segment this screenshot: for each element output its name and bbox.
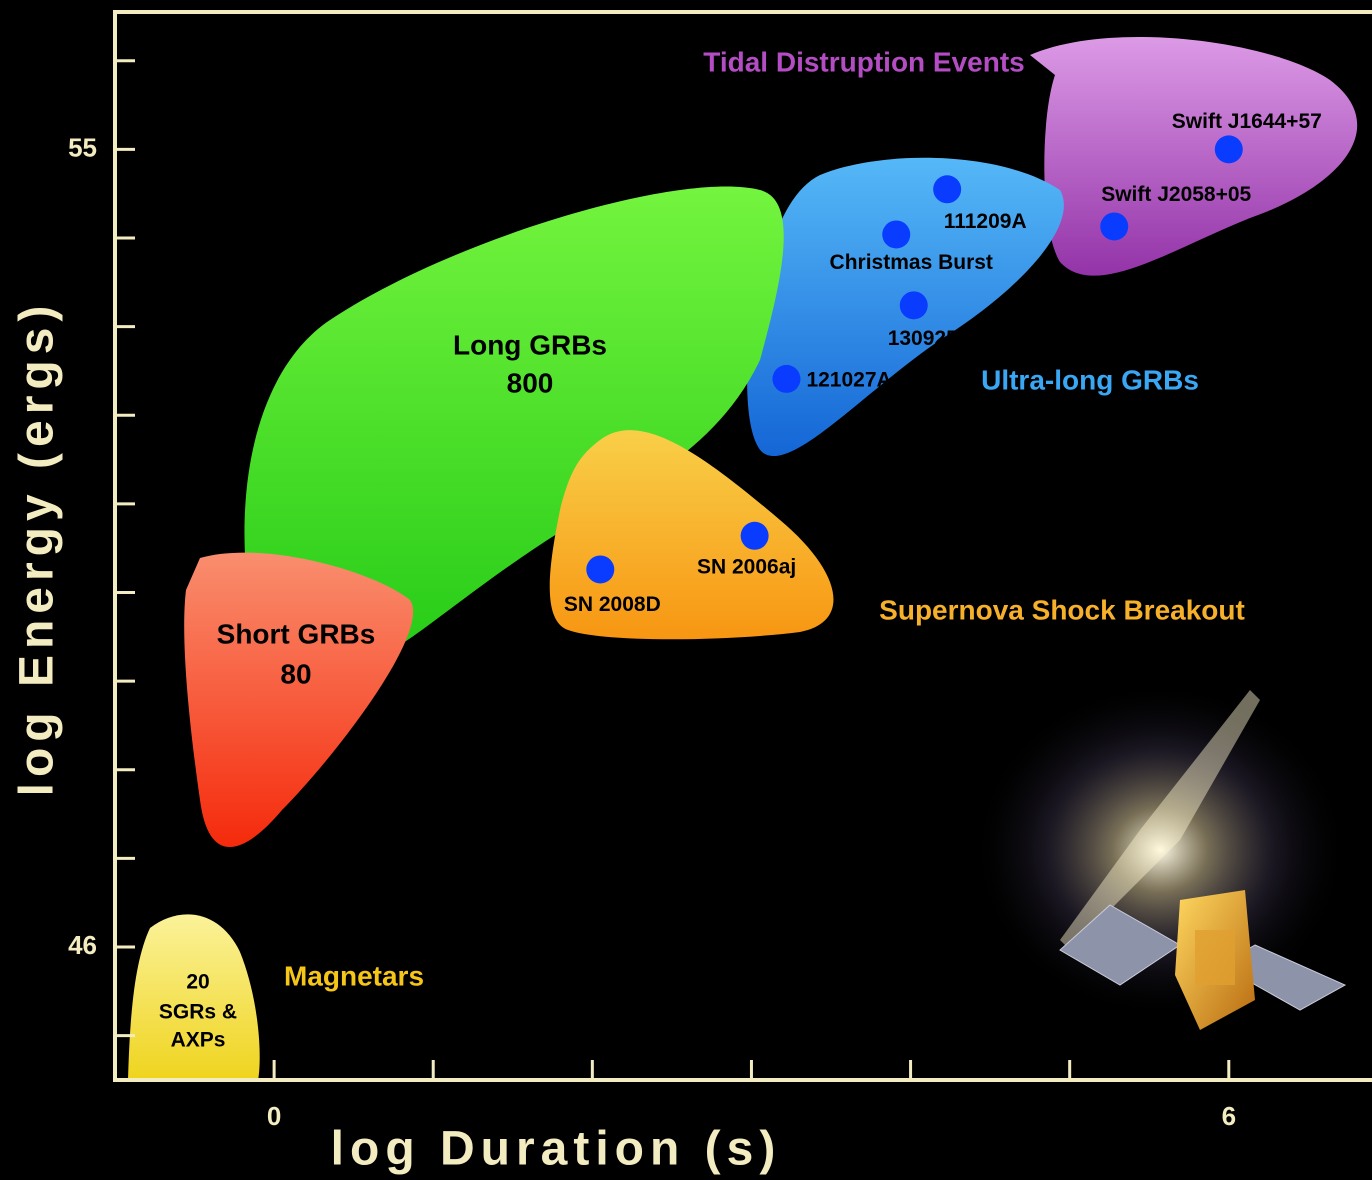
x-axis-label: log Duration (s) — [331, 1123, 782, 1176]
region-label: Short GRBs — [217, 618, 376, 649]
point-label: Christmas Burst — [830, 251, 993, 274]
y-tick-label: 46 — [68, 930, 97, 960]
data-point — [1214, 135, 1243, 164]
region-shape — [128, 914, 260, 1080]
point-label: 121027A — [806, 368, 891, 391]
point-label: 130925 — [888, 327, 958, 350]
data-point — [933, 175, 962, 204]
data-point — [1100, 212, 1129, 241]
axis-frame — [113, 10, 1372, 1082]
data-point — [586, 555, 615, 584]
region-label: Tidal Distruption Events — [703, 46, 1025, 77]
region-note: AXPs — [171, 1029, 226, 1052]
region-note: 20 — [186, 971, 209, 994]
region-count: 80 — [280, 658, 311, 689]
data-point — [772, 364, 801, 393]
points: Swift J1644+57 Swift J2058+05 111209A Chris… — [564, 110, 1322, 616]
point-label: 111209A — [944, 210, 1027, 233]
point-label: SN 2006aj — [697, 555, 796, 578]
region-shape — [184, 552, 414, 848]
region-shape — [244, 186, 784, 652]
region-label: Ultra-long GRBs — [981, 364, 1199, 395]
region-label: Supernova Shock Breakout — [879, 594, 1245, 625]
axes: 46 55 0 6 — [68, 10, 1372, 1131]
region-note: SGRs & — [159, 1001, 237, 1024]
region-label: Magnetars — [284, 960, 424, 991]
data-point — [899, 291, 928, 320]
x-tick-label: 6 — [1222, 1101, 1236, 1131]
point-label: Swift J2058+05 — [1101, 183, 1251, 206]
y-axis-label: log Energy (ergs) — [11, 300, 64, 797]
x-tick-label: 0 — [267, 1101, 281, 1131]
data-point — [882, 220, 911, 249]
point-label: Swift J1644+57 — [1172, 110, 1322, 133]
region-shape — [1030, 36, 1358, 276]
region-count: 800 — [507, 367, 554, 398]
satellite-illustration — [970, 680, 1350, 1030]
region-shape — [549, 430, 834, 640]
data-point — [740, 521, 769, 550]
y-tick-label: 55 — [68, 132, 97, 162]
region-label: Long GRBs — [453, 329, 607, 360]
point-label: SN 2008D — [564, 593, 661, 616]
